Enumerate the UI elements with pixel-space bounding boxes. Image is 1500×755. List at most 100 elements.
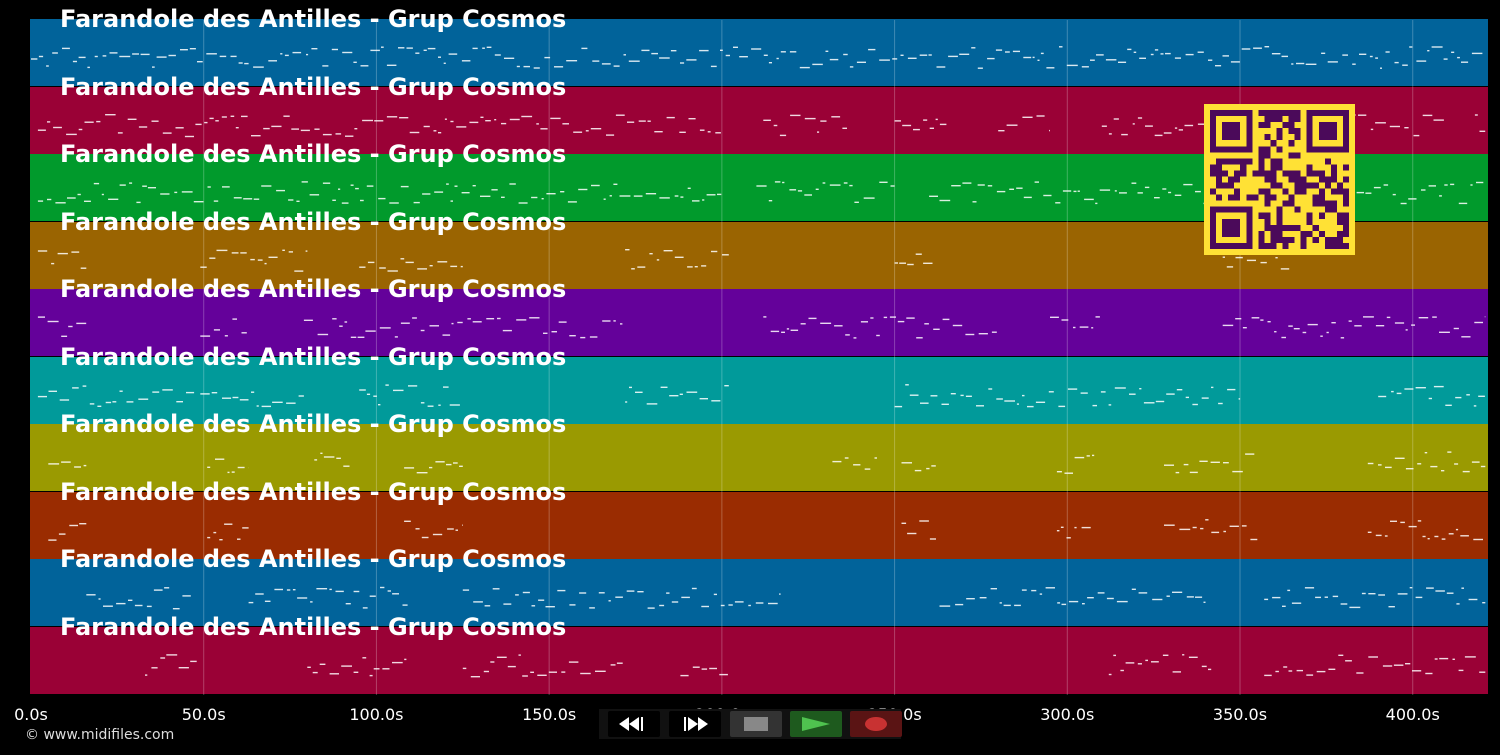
note xyxy=(1450,183,1455,186)
note xyxy=(1235,256,1243,258)
note xyxy=(706,194,716,196)
note xyxy=(451,322,454,325)
note xyxy=(250,258,255,260)
note xyxy=(1145,124,1153,127)
note xyxy=(151,120,159,122)
track-title: Farandole des Antilles - Grup Cosmos xyxy=(60,140,567,168)
note xyxy=(365,330,376,332)
note xyxy=(715,131,721,133)
track-notes xyxy=(31,46,1483,69)
note xyxy=(699,49,709,52)
note xyxy=(1396,392,1402,394)
note xyxy=(1049,129,1050,131)
note xyxy=(1349,606,1361,609)
note xyxy=(486,46,492,48)
note xyxy=(1197,123,1208,125)
note xyxy=(939,199,951,202)
note xyxy=(870,317,874,319)
note xyxy=(362,119,373,121)
play-button[interactable] xyxy=(790,711,842,737)
note xyxy=(280,53,283,55)
note xyxy=(578,188,588,191)
note xyxy=(631,267,635,269)
note xyxy=(822,182,826,184)
note xyxy=(1474,321,1483,324)
note xyxy=(820,119,827,122)
note xyxy=(930,394,938,396)
record-button[interactable] xyxy=(850,711,902,737)
note xyxy=(1143,401,1155,403)
note xyxy=(709,667,717,669)
note xyxy=(845,334,850,336)
note xyxy=(1245,453,1255,455)
note xyxy=(701,264,707,267)
note xyxy=(592,60,600,62)
note xyxy=(435,461,445,463)
note xyxy=(1176,388,1183,390)
note xyxy=(264,262,267,264)
note xyxy=(1082,603,1085,605)
note xyxy=(1192,403,1198,405)
note xyxy=(1174,126,1178,129)
note xyxy=(58,532,66,535)
track-title: Farandole des Antilles - Grup Cosmos xyxy=(60,477,567,506)
note xyxy=(231,471,235,473)
note xyxy=(420,401,425,403)
note xyxy=(373,395,377,397)
track-lane: Farandole des Antilles - Grup Cosmos xyxy=(30,75,1488,154)
note xyxy=(1293,328,1300,330)
note xyxy=(562,122,569,124)
note xyxy=(350,336,357,338)
fast-forward-button[interactable] xyxy=(669,711,721,737)
note xyxy=(541,198,544,200)
stop-button[interactable] xyxy=(730,711,782,737)
note xyxy=(462,667,467,669)
note xyxy=(200,335,211,337)
note xyxy=(1108,132,1112,135)
note xyxy=(701,605,709,608)
note xyxy=(789,189,797,191)
note xyxy=(1222,256,1225,258)
note xyxy=(1060,526,1064,528)
note xyxy=(687,187,691,189)
note xyxy=(856,61,866,63)
note xyxy=(213,531,217,533)
note xyxy=(978,333,988,335)
note xyxy=(899,262,906,264)
track-title: Farandole des Antilles - Grup Cosmos xyxy=(60,275,567,303)
note xyxy=(415,52,420,54)
note xyxy=(1435,590,1445,592)
track-title: Farandole des Antilles - Grup Cosmos xyxy=(60,207,567,236)
note xyxy=(1457,56,1460,59)
note xyxy=(119,390,123,392)
note xyxy=(362,607,368,609)
note xyxy=(907,57,917,59)
note xyxy=(1326,331,1329,334)
track-title: Farandole des Antilles - Grup Cosmos xyxy=(60,5,567,33)
note xyxy=(230,55,237,58)
note xyxy=(450,120,454,122)
note xyxy=(300,129,310,131)
note xyxy=(98,598,101,600)
rewind-button[interactable] xyxy=(608,711,660,737)
note xyxy=(609,195,612,197)
note xyxy=(892,58,898,60)
note xyxy=(987,185,993,187)
note xyxy=(1415,596,1423,599)
note xyxy=(386,115,398,117)
note xyxy=(1114,190,1117,192)
note xyxy=(62,47,70,50)
note xyxy=(37,200,44,202)
note xyxy=(1183,183,1193,186)
note xyxy=(494,54,501,56)
note xyxy=(1439,331,1450,333)
note xyxy=(1205,518,1209,520)
note xyxy=(413,201,420,204)
note xyxy=(832,460,842,463)
note xyxy=(1369,55,1373,58)
note xyxy=(692,200,700,202)
note xyxy=(1283,665,1288,668)
note xyxy=(1275,256,1278,258)
note xyxy=(1417,463,1422,465)
note xyxy=(1471,461,1480,463)
